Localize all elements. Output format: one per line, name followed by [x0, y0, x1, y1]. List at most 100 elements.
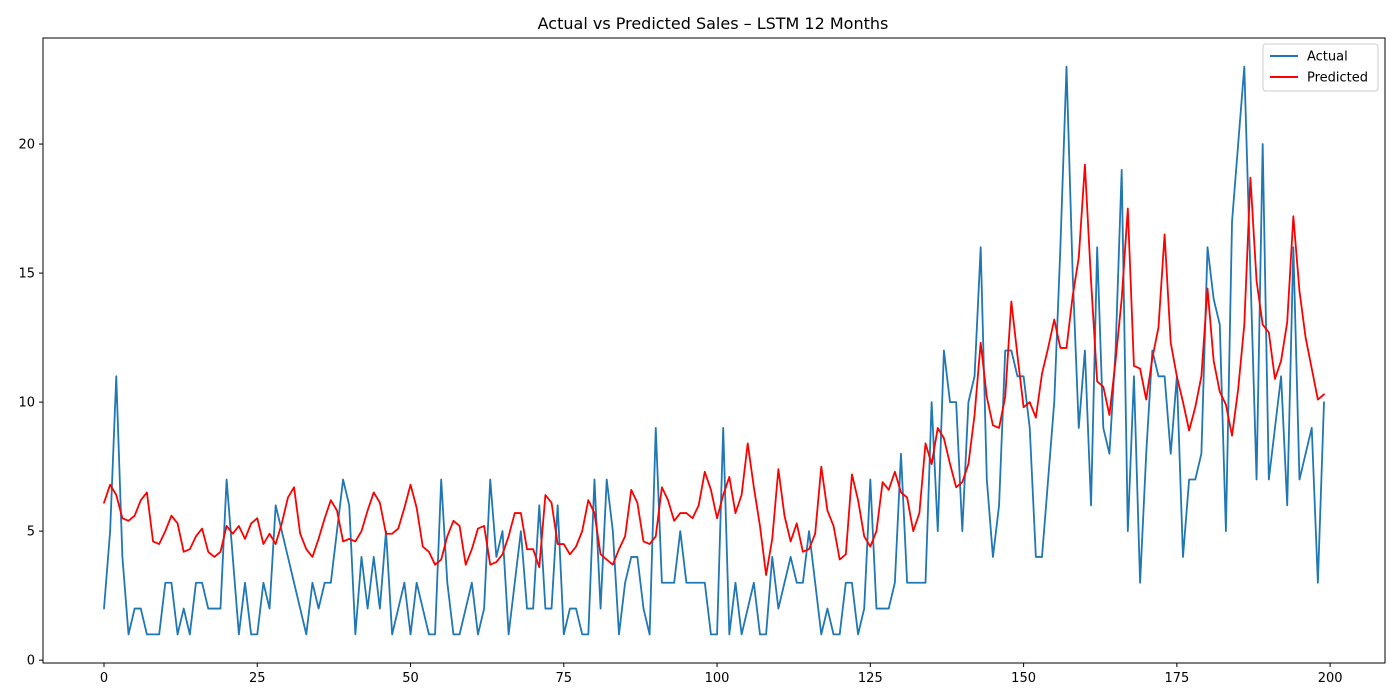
data-point-predicted: [1041, 373, 1043, 375]
data-point-predicted: [127, 520, 130, 522]
y-tick-label: 5: [27, 525, 35, 540]
data-point-actual: [814, 582, 816, 584]
data-point-actual: [967, 401, 970, 403]
data-point-predicted: [514, 512, 516, 514]
data-point-predicted: [526, 548, 528, 550]
data-point-predicted: [771, 538, 773, 540]
data-point-predicted: [367, 509, 369, 512]
data-point-actual: [1317, 582, 1319, 584]
data-point-actual: [428, 633, 430, 635]
data-point-actual: [1231, 220, 1233, 223]
legend: Actual Predicted: [1262, 43, 1379, 92]
data-point-actual: [698, 582, 700, 584]
data-point-actual: [839, 633, 841, 635]
data-point-actual: [121, 556, 123, 558]
data-point-predicted: [557, 543, 559, 545]
data-point-predicted: [544, 494, 547, 496]
data-point-actual: [379, 607, 381, 610]
data-point-actual: [747, 607, 749, 610]
data-point-predicted: [495, 561, 497, 563]
data-point-actual: [532, 607, 534, 610]
data-point-predicted: [275, 543, 277, 545]
data-point-predicted: [354, 540, 356, 543]
data-point-actual: [1225, 530, 1227, 532]
data-point-actual: [483, 607, 485, 610]
data-point-actual: [1084, 349, 1086, 352]
data-point-predicted: [863, 535, 865, 537]
data-point-actual: [918, 582, 920, 584]
data-point-predicted: [1243, 324, 1245, 326]
data-point-actual: [158, 633, 160, 635]
data-point-actual: [931, 401, 933, 403]
data-point-actual: [851, 582, 853, 584]
data-point-predicted: [796, 522, 798, 524]
data-point-actual: [986, 478, 988, 481]
data-point-predicted: [740, 494, 743, 496]
data-point-actual: [1255, 478, 1258, 481]
data-point-actual: [495, 556, 497, 558]
data-point-actual: [900, 453, 902, 455]
series-actual: [103, 65, 1325, 636]
data-point-predicted: [1151, 357, 1153, 359]
data-point-actual: [1047, 478, 1049, 481]
data-point-actual: [1292, 246, 1294, 248]
data-point-actual: [961, 530, 963, 532]
data-point-actual: [477, 633, 479, 635]
data-point-actual: [569, 607, 571, 610]
data-point-predicted: [232, 533, 234, 535]
data-point-predicted: [1237, 388, 1239, 390]
data-point-actual: [538, 504, 540, 506]
data-point-predicted: [134, 515, 136, 517]
data-point-predicted: [1157, 326, 1160, 328]
data-point-predicted: [336, 509, 338, 512]
data-point-predicted: [790, 540, 792, 543]
plot-frame: [42, 37, 1386, 664]
x-tick-label: 200: [1318, 671, 1343, 686]
data-point-actual: [1206, 246, 1209, 248]
data-point-predicted: [342, 540, 344, 543]
data-point-predicted: [1133, 365, 1135, 367]
data-point-actual: [1096, 246, 1098, 248]
data-point-actual: [526, 607, 528, 610]
data-point-predicted: [1298, 290, 1301, 292]
data-point-predicted: [256, 517, 258, 519]
x-tick-label: 175: [1164, 671, 1189, 686]
data-point-predicted: [268, 533, 271, 535]
data-point-actual: [317, 607, 320, 610]
data-point-predicted: [655, 535, 657, 537]
data-point-predicted: [918, 512, 920, 514]
data-point-actual: [109, 530, 111, 532]
data-point-predicted: [262, 543, 264, 545]
data-point-actual: [1145, 453, 1147, 455]
data-point-actual: [1243, 66, 1245, 68]
data-point-actual: [1280, 375, 1282, 377]
data-point-actual: [1305, 453, 1307, 455]
data-point-actual: [581, 633, 583, 635]
data-point-actual: [943, 349, 945, 352]
data-point-predicted: [446, 535, 448, 537]
data-point-predicted: [452, 520, 455, 522]
data-point-actual: [330, 582, 332, 584]
data-point-actual: [1164, 375, 1166, 377]
data-point-predicted: [1170, 342, 1172, 344]
data-point-predicted: [1206, 287, 1209, 290]
data-point-predicted: [649, 543, 651, 545]
x-axis: 0 25 50 75 100 125 150 175 200: [100, 663, 1343, 686]
y-tick-label: 10: [18, 396, 35, 411]
x-tick-label: 50: [402, 671, 419, 686]
data-point-predicted: [722, 494, 724, 496]
data-point-predicted: [820, 466, 822, 468]
data-point-actual: [1102, 427, 1104, 429]
data-point-actual: [1029, 427, 1031, 429]
data-point-predicted: [520, 512, 522, 514]
data-point-predicted: [103, 502, 105, 504]
data-point-actual: [973, 375, 976, 377]
data-point-predicted: [1182, 401, 1184, 403]
data-point-actual: [563, 633, 565, 635]
data-point-actual: [1041, 556, 1043, 558]
data-point-predicted: [1305, 337, 1307, 339]
data-point-actual: [416, 582, 418, 584]
data-point-predicted: [1090, 280, 1092, 282]
data-point-actual: [152, 633, 154, 635]
data-point-predicted: [1035, 416, 1037, 419]
